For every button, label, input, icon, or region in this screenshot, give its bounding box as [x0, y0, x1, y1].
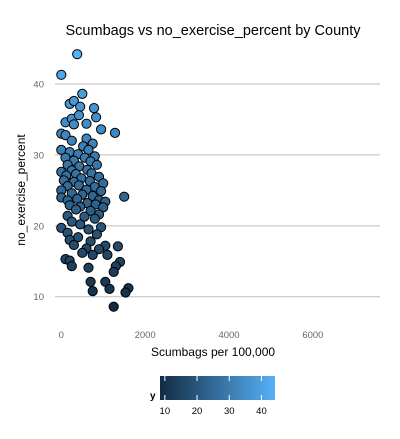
legend-ticks: 10 20 30 40 — [160, 376, 267, 417]
data-point — [108, 301, 119, 312]
x-axis-title: Scumbags per 100,000 — [151, 345, 275, 359]
y-tick-label: 40 — [33, 80, 44, 91]
x-tick-label: 2000 — [135, 330, 156, 341]
y-tick-label: 20 — [33, 221, 44, 232]
data-point — [93, 244, 105, 255]
data-point — [96, 124, 107, 135]
data-point — [119, 191, 130, 202]
data-point — [120, 287, 131, 298]
data-point — [83, 262, 94, 273]
y-axis-title: no_exercise_percent — [14, 134, 28, 246]
data-point — [87, 286, 98, 297]
legend-title: y — [150, 391, 156, 402]
data-point — [89, 213, 100, 224]
x-tick-label: 6000 — [302, 330, 323, 341]
data-point — [85, 205, 96, 216]
data-point — [66, 261, 77, 272]
data-point — [102, 249, 113, 260]
x-tick-label: 4000 — [218, 330, 239, 341]
y-tick-label: 30 — [33, 150, 44, 161]
data-point — [73, 180, 85, 191]
data-point — [68, 239, 80, 251]
chart-title: Scumbags vs no_exercise_percent by Count… — [66, 23, 362, 39]
x-tick-label: 0 — [59, 330, 64, 341]
data-point — [91, 229, 103, 240]
data-point — [75, 219, 86, 230]
data-point — [66, 216, 77, 227]
data-point — [104, 283, 115, 294]
y-axis-ticks: 10 20 30 40 — [33, 80, 44, 304]
data-point — [83, 224, 94, 235]
data-point — [77, 247, 88, 258]
x-axis-ticks: 0 2000 4000 6000 — [59, 330, 324, 341]
legend-label: 20 — [192, 406, 203, 417]
y-tick-label: 10 — [33, 292, 44, 303]
data-point — [68, 119, 80, 130]
data-point — [96, 186, 107, 197]
data-point — [81, 118, 92, 129]
data-point — [91, 112, 102, 123]
data-point — [108, 266, 119, 277]
data-point — [56, 69, 67, 80]
data-point — [70, 204, 82, 215]
data-point — [60, 130, 71, 141]
data-point — [87, 249, 98, 260]
legend-colorbar — [160, 376, 275, 400]
data-point — [91, 159, 103, 170]
grid-lines — [55, 83, 380, 298]
data-point — [77, 88, 88, 100]
data-points — [56, 49, 134, 312]
legend-label: 10 — [160, 406, 171, 417]
legend-label: 30 — [224, 406, 235, 417]
data-point — [85, 276, 96, 287]
data-point — [109, 127, 121, 138]
data-point — [75, 101, 86, 112]
data-point — [88, 103, 100, 114]
data-point — [72, 49, 83, 60]
data-point — [68, 95, 80, 107]
data-point — [112, 241, 124, 252]
data-point — [79, 211, 90, 222]
data-point — [66, 135, 77, 146]
data-point — [73, 110, 85, 121]
legend-label: 40 — [256, 406, 267, 417]
